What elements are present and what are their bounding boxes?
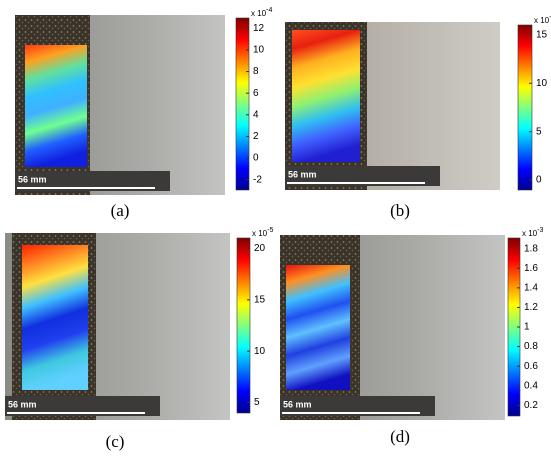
panel: 56 mm x 10-4 15 10 5 0 (b) bbox=[285, 14, 551, 220]
strain-map bbox=[286, 265, 350, 390]
colorbar-tick-label: 1.6 bbox=[524, 263, 538, 274]
exponent-power: -4 bbox=[266, 7, 272, 14]
colorbar bbox=[518, 25, 532, 190]
colorbar-exponent: x 10-4 bbox=[251, 7, 272, 18]
colorbar-tick-label: 10 bbox=[536, 78, 548, 89]
colorbar-tick-label: 15 bbox=[536, 30, 548, 41]
exponent-base: x 10 bbox=[534, 16, 550, 25]
panel-label: (a) bbox=[111, 201, 130, 220]
colorbar-tick-label: 10 bbox=[254, 346, 266, 357]
exponent-base: x 10 bbox=[522, 229, 538, 238]
panel: 56 mm x 10-5 20 15 10 5 (c) bbox=[5, 227, 273, 451]
colorbar-tick-label: 0 bbox=[536, 175, 542, 186]
colorbar-tick-label: 2 bbox=[253, 131, 259, 142]
colorbar-tick-label: 0.6 bbox=[524, 361, 538, 372]
colorbar-tick-label: 0.8 bbox=[524, 341, 538, 352]
scale-label: 56 mm bbox=[288, 169, 317, 179]
colorbar-tick-label: 1 bbox=[524, 322, 530, 333]
colorbar-tick-label: 1.2 bbox=[524, 302, 538, 313]
colorbar-tick-label: -2 bbox=[253, 174, 262, 185]
colorbar-tick-label: 10 bbox=[253, 45, 265, 56]
strain-map bbox=[25, 45, 87, 167]
colorbar-tick-label: 5 bbox=[254, 397, 260, 408]
colorbar-exponent: x 10-4 bbox=[534, 14, 551, 25]
colorbar bbox=[236, 18, 249, 190]
colorbar-exponent: x 10-5 bbox=[252, 227, 273, 238]
colorbar-tick-label: 5 bbox=[536, 126, 542, 137]
panel: 56 mm x 10-3 1.8 1.6 1.4 1.2 1 0.8 0.6 0.4 0.2 (d) bbox=[280, 227, 543, 446]
colorbar-tick-label: 1.8 bbox=[524, 243, 538, 254]
colorbar bbox=[237, 238, 250, 413]
colorbar-tick-label: 0.4 bbox=[524, 380, 538, 391]
exponent-power: -3 bbox=[537, 227, 543, 234]
colorbar-tick-label: 0.2 bbox=[524, 400, 538, 411]
colorbar-tick-label: 12 bbox=[253, 23, 265, 34]
panel-label: (c) bbox=[106, 432, 125, 451]
colorbar-tick-label: 20 bbox=[254, 243, 266, 254]
panel: 56 mm x 10-4 12 10 8 6 4 2 0 -2 (a) bbox=[15, 7, 272, 220]
figure: 56 mmx 10-4121086420-2(a)56 mmx 10-41510… bbox=[0, 0, 551, 460]
exponent-power: -5 bbox=[267, 227, 273, 234]
scale-label: 56 mm bbox=[18, 174, 47, 184]
strain-map bbox=[292, 30, 360, 162]
scale-label: 56 mm bbox=[8, 399, 37, 409]
colorbar-tick-label: 4 bbox=[253, 109, 259, 120]
colorbar-tick-label: 6 bbox=[253, 88, 259, 99]
scale-label: 56 mm bbox=[283, 399, 312, 409]
colorbar-tick-label: 15 bbox=[254, 294, 266, 305]
exponent-base: x 10 bbox=[252, 229, 268, 238]
colorbar-tick-label: 1.4 bbox=[524, 282, 538, 293]
exponent-base: x 10 bbox=[251, 9, 267, 18]
panel-label: (d) bbox=[390, 427, 410, 446]
strain-map bbox=[22, 245, 88, 390]
colorbar-tick-label: 0 bbox=[253, 153, 259, 164]
colorbar-tick-label: 8 bbox=[253, 66, 259, 77]
colorbar-exponent: x 10-3 bbox=[522, 227, 543, 238]
panel-label: (b) bbox=[390, 201, 410, 220]
